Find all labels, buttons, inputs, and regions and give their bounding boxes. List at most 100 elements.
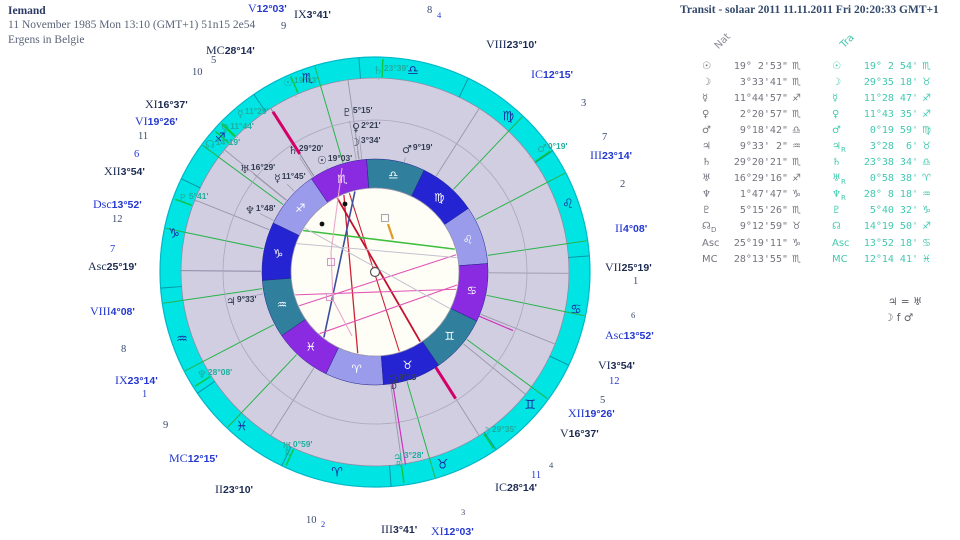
house-label-MC-nat: MC28°14' <box>206 43 255 57</box>
svg-text:♏: ♏ <box>302 71 314 86</box>
svg-text:♈: ♈ <box>352 362 363 376</box>
house-number-1: 1 <box>633 276 639 287</box>
house-label-V-nat: V16°37' <box>560 426 599 440</box>
position-row-☽: ☽ 3°33'41" ♏ ☽ 29°35 18' ♉ <box>702 76 931 88</box>
svg-text:♉: ♉ <box>437 458 449 473</box>
house-label-XI-tra: XI12°03' <box>431 524 474 538</box>
house-number-10: 10 <box>192 67 203 78</box>
house-number-1: 1 <box>142 389 148 400</box>
svg-text:♌: ♌ <box>562 197 574 212</box>
positions-table-rows: ☉ 19° 2'53" ♏ ☉ 19° 2 54' ♏ ☽ 3°33'41" ♏ ☽ 29°35 1… <box>702 58 958 267</box>
planet-jupiter-natal: ♃9°33' <box>226 294 257 308</box>
svg-text:♑: ♑ <box>273 247 283 261</box>
svg-text:♈: ♈ <box>331 465 343 480</box>
planet-neptune-transit: ♆28°08' <box>197 367 233 381</box>
house-number-3: 3 <box>581 98 587 109</box>
natal-column-header: Nat <box>712 31 733 52</box>
position-row-Asc: Asc 25°19'11" ♑ Asc 13°52 18' ♋ <box>702 237 931 249</box>
svg-text:♎: ♎ <box>388 168 398 182</box>
house-number-2: 2 <box>321 519 326 529</box>
planet-pluto-transit: ♇5°41' <box>178 191 209 205</box>
birth-data-line: 11 November 1985 Mon 13:10 (GMT+1) 51n15… <box>8 19 256 32</box>
house-label-IX-tra: IX23°14' <box>115 373 158 387</box>
position-row-♄: ♄ 29°20'21" ♏ ♄ 23°38 34' ♎ <box>702 157 931 169</box>
planet-node-transit: ☊14°19' <box>205 137 241 151</box>
person-name: Iemand <box>8 5 46 17</box>
svg-text:♒: ♒ <box>277 298 287 312</box>
house-label-Asc-tra: Asc13°52' <box>605 328 654 342</box>
planet-mercury-natal: ☿11°45' <box>274 171 306 185</box>
svg-text:♊: ♊ <box>445 329 455 343</box>
svg-text:♍: ♍ <box>434 190 444 204</box>
planet-venus-transit: ♀11°44' <box>221 121 254 135</box>
position-row-♆: ♆ 1°47'47" ♑ ♆ R 28° 8 18' ♒ <box>702 189 931 203</box>
aspect-note-1: ☽ f ♂ <box>884 312 914 324</box>
house-number-4: 4 <box>549 460 554 470</box>
position-row-♅: ♅ 16°29'16" ♐ ♅ R 0°58 38' ♈ <box>702 173 931 187</box>
house-label-II-nat: II23°10' <box>215 482 254 496</box>
planet-mars-transit: ♂0°19' <box>537 141 568 155</box>
planet-moon-transit: ☽29°35' <box>481 424 517 438</box>
house-label-Dsc-tra: Dsc13°52' <box>93 197 142 211</box>
house-number-11: 11 <box>138 131 149 142</box>
house-label-II-tra: II4°08' <box>615 221 648 235</box>
planet-mercury-transit: ☿11°29' <box>237 106 269 120</box>
house-label-IX-nat: IX3°41' <box>294 7 331 21</box>
house-number-12: 12 <box>112 214 123 225</box>
house-label-VI-tra: VI19°26' <box>135 114 178 128</box>
house-number-4: 4 <box>437 10 442 20</box>
house-label-IC-tra: IC12°15' <box>531 67 574 81</box>
planet-pluto-natal: ♇5°15' <box>342 105 373 119</box>
planet-sun-natal: ☉19°03' <box>317 153 353 167</box>
svg-text:♐: ♐ <box>214 131 226 146</box>
planet-saturn-transit: ♄23°39' <box>373 63 409 77</box>
planet-mars-natal: ♂9°19' <box>402 142 433 156</box>
house-number-5: 5 <box>600 395 606 406</box>
position-row-♇: ♇ 5°15'26" ♏ ♇ 5°40 32' ♑ <box>702 205 931 217</box>
house-number-6: 6 <box>631 310 636 320</box>
house-label-XII-tra: XII19°26' <box>568 406 615 420</box>
house-number-3: 3 <box>461 507 466 517</box>
svg-text:♍: ♍ <box>503 109 515 124</box>
position-row-MC: MC 28°13'55" ♏ MC 12°14 41' ♓ <box>702 253 931 265</box>
planet-moon-natal: ☽3°34' <box>350 135 381 149</box>
house-label-IC-nat: IC28°14' <box>495 480 538 494</box>
planet-node-natal: ☊ D 9°13' <box>388 372 419 391</box>
transit-column-header: Tra <box>838 32 857 51</box>
house-label-III-nat: III3°41' <box>381 522 418 536</box>
svg-text:♋: ♋ <box>467 283 477 297</box>
house-number-2: 2 <box>620 179 626 190</box>
house-label-VIII-nat: VIII23°10' <box>486 37 537 51</box>
house-number-9: 9 <box>163 420 169 431</box>
planet-neptune-natal: ♆1°48' <box>245 203 276 217</box>
position-row-♃: ♃ 9°33' 2" ♒ ♃ R 3°28 6' ♉ <box>702 141 931 155</box>
house-number-5: 5 <box>211 55 217 66</box>
svg-text:♉: ♉ <box>402 358 412 372</box>
svg-text:♓: ♓ <box>236 420 248 435</box>
house-number-8: 8 <box>121 344 127 355</box>
chart-header: Iemand 11 November 1985 Mon 13:10 (GMT+1… <box>8 4 255 47</box>
house-label-XI-nat: XI16°37' <box>145 97 188 111</box>
house-number-6: 6 <box>134 149 140 160</box>
svg-text:♐: ♐ <box>295 201 305 215</box>
planet-saturn-natal: ♄29°20' <box>288 143 324 157</box>
house-number-11: 11 <box>531 470 542 481</box>
transit-title: Transit - solaar 2011 11.11.2011 Fri 20:… <box>680 4 939 16</box>
house-number-12: 12 <box>609 376 620 387</box>
svg-text:♑: ♑ <box>168 227 180 242</box>
svg-text:♏: ♏ <box>337 172 347 186</box>
house-number-8: 8 <box>427 5 433 16</box>
planet-venus-natal: ♀2°21' <box>352 120 381 134</box>
house-label-XII-nat: XII3°54' <box>104 164 145 178</box>
positions-table: Nat Tra ☉ 19° 2'53" ♏ ☉ 19° 2 54' ♏ ☽ 3°33'41" ♏… <box>702 28 958 278</box>
house-number-9: 9 <box>281 21 287 32</box>
position-row-☊: ☊ D 9°12'59" ♉ ☊ 14°19 50' ♐ <box>702 221 931 235</box>
svg-text:♋: ♋ <box>570 302 582 317</box>
position-row-♀: ♀ 2°20'57" ♏ ♀ 11°43 35' ♐ <box>702 108 931 120</box>
planet-uranus-natal: ♅16°29' <box>240 162 276 176</box>
position-row-♂: ♂ 9°18'42" ♎ ♂ 0°19 59' ♍ <box>702 124 931 136</box>
house-label-Asc-nat: Asc25°19' <box>88 259 137 273</box>
house-number-10: 10 <box>306 515 317 526</box>
position-row-☿: ☿ 11°44'57" ♐ ☿ 11°28 47' ♐ <box>702 92 931 104</box>
